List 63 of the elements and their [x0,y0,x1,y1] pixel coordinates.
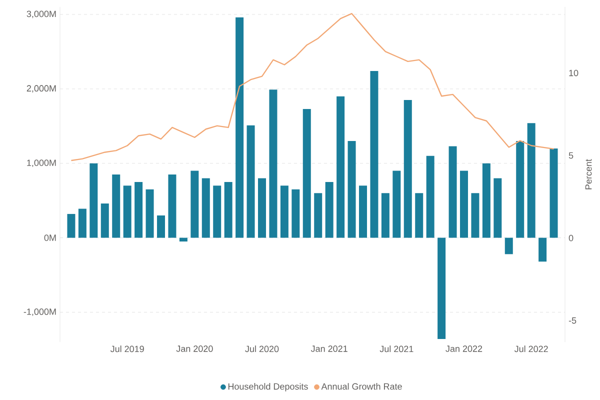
y-tick-label: 1,000M [27,160,56,168]
bar [179,238,188,242]
y2-tick-label: 10 [569,70,578,76]
y2-tick-label: 5 [568,152,574,159]
bar [269,90,278,238]
legend-label: Annual Growth Rate [321,383,402,390]
y2-tick-label: 0 [568,234,574,242]
bar [224,182,232,238]
bar [538,238,547,262]
bar [426,156,434,238]
bar [438,238,446,340]
bar [146,189,154,238]
bar [494,178,502,238]
bar [213,186,222,238]
bar [415,193,424,238]
x-tick-label: Jul 2022 [514,346,548,352]
bar [482,163,490,238]
y-tick-label: 3,000M [26,10,56,18]
bar [527,123,536,238]
bar [370,71,378,238]
bar [448,146,457,238]
y2-tick-label: -5 [568,317,576,324]
bar [460,170,468,238]
bar [168,174,176,238]
legend-label: Household Deposits [228,383,308,392]
x-tick-label: Jan 2022 [446,346,482,352]
bar [280,186,288,238]
bar [359,186,367,238]
bar [336,96,345,238]
bar [123,186,132,238]
bar [302,108,311,238]
bar [112,174,120,238]
bar [258,178,266,238]
bar [504,238,513,254]
bar [392,170,401,238]
x-tick-label: Jul 2019 [110,346,144,352]
y-tick-label: 0M [44,234,56,241]
bar [404,100,412,238]
bar [78,208,86,238]
x-tick-label: Jul 2021 [380,346,414,352]
bar [314,193,322,238]
bar [190,170,199,238]
bar [134,182,143,238]
bar [67,214,76,238]
y-tick-label: 2,000M [26,85,56,93]
bar [381,193,390,238]
bar [157,215,165,238]
bar [292,189,300,238]
bar [246,125,255,238]
y-tick-label: -1,000M [24,308,56,316]
bar [516,141,524,238]
bar [325,182,334,238]
x-tick-label: Jul 2020 [245,346,279,352]
x-tick-label: Jan 2021 [310,346,348,352]
bar [471,193,480,238]
x-tick-label: Jan 2020 [176,346,213,352]
bar [90,163,98,238]
bar [348,141,356,238]
bar [100,204,109,238]
y2-axis-title: Percent [585,159,592,190]
bar [236,17,244,238]
bar [550,148,558,238]
bar [202,178,210,238]
